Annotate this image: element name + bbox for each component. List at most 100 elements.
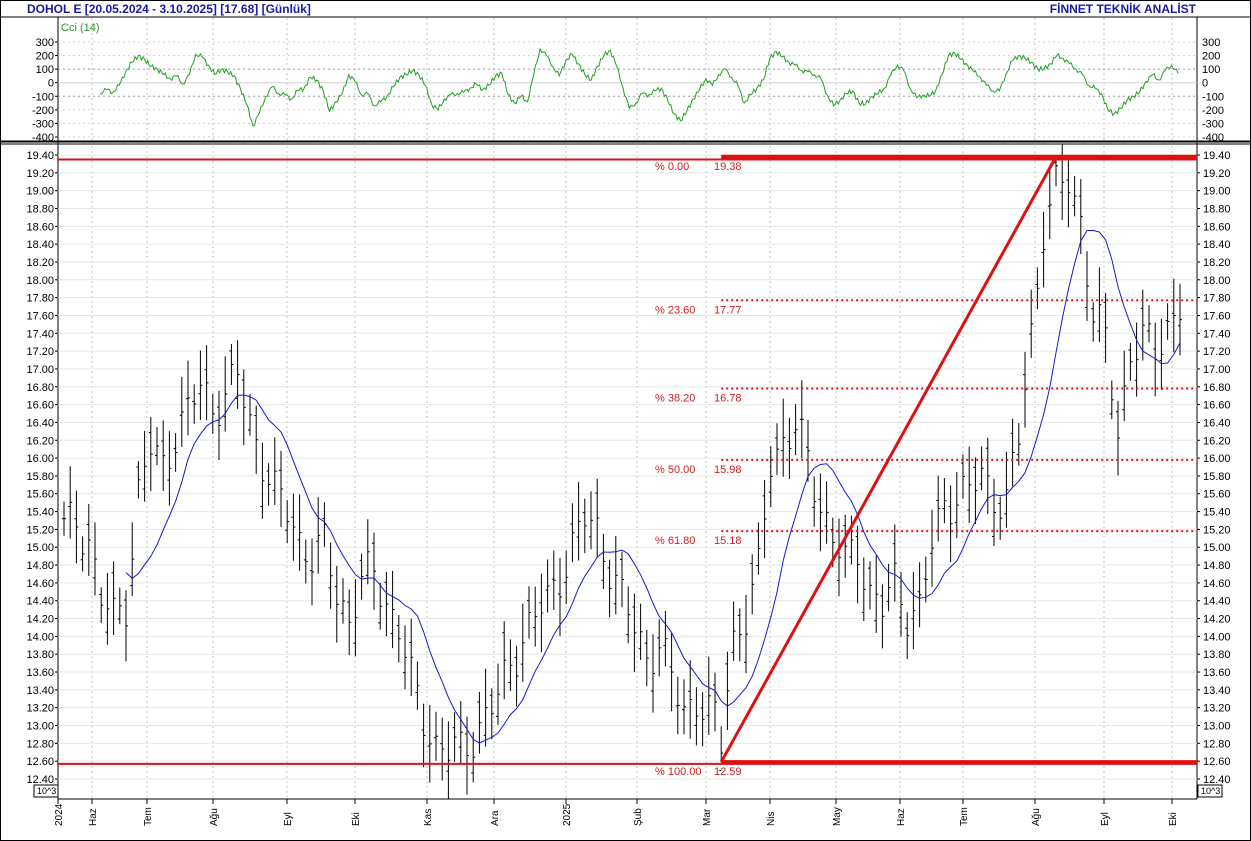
ohlc-bar — [452, 712, 457, 762]
cci-y-tick-left: 300 — [36, 37, 54, 49]
price-y-tick-right: 15.60 — [1203, 489, 1231, 501]
ohlc-bar — [737, 608, 742, 662]
price-y-tick-left: 14.00 — [26, 631, 54, 643]
ohlc-bar — [1140, 289, 1145, 361]
ohlc-bar — [880, 584, 885, 649]
ohlc-bar — [310, 538, 314, 606]
ohlc-bar — [291, 493, 296, 561]
ohlc-bar — [1010, 418, 1015, 487]
ohlc-bar — [824, 481, 829, 544]
price-y-tick-left: 15.20 — [26, 524, 54, 536]
ohlc-bar — [297, 494, 302, 571]
ohlc-bar — [365, 519, 370, 585]
x-tick-label: Şub — [633, 808, 644, 826]
ohlc-bar — [427, 705, 432, 783]
ohlc-bar — [1109, 380, 1114, 420]
cci-y-tick-left: -200 — [32, 105, 54, 117]
x-tick-label: Haz — [88, 808, 99, 826]
ohlc-bar — [396, 614, 401, 663]
ohlc-bar — [465, 716, 469, 795]
price-y-tick-right: 13.00 — [1203, 721, 1231, 733]
fibonacci-value-label: 12.59 — [714, 766, 742, 778]
price-y-tick-left: 18.20 — [26, 257, 54, 269]
ohlc-bar — [651, 634, 655, 713]
unit-box — [33, 784, 59, 798]
ohlc-bar — [1171, 278, 1176, 353]
ohlc-bar — [223, 356, 228, 432]
price-y-tick-right: 16.20 — [1203, 435, 1231, 447]
ohlc-bar — [353, 579, 358, 657]
price-y-tick-left: 17.40 — [26, 328, 54, 340]
cci-y-tick-left: -300 — [32, 118, 54, 130]
ohlc-bar — [483, 668, 488, 747]
price-y-tick-left: 14.80 — [26, 560, 54, 572]
unit-label: 10^3 — [37, 786, 56, 796]
price-y-tick-left: 13.40 — [26, 685, 54, 697]
ohlc-bar — [533, 586, 538, 647]
ohlc-bar — [558, 557, 562, 637]
ohlc-bar — [601, 534, 606, 590]
price-y-tick-left: 19.20 — [26, 168, 54, 180]
price-y-tick-left: 14.20 — [26, 614, 54, 626]
x-tick-label: Tem — [143, 807, 154, 826]
ohlc-bar — [874, 555, 879, 633]
ohlc-bar — [117, 587, 122, 625]
ohlc-bar — [124, 590, 128, 662]
price-y-tick-right: 14.60 — [1203, 578, 1231, 590]
ohlc-bar — [545, 559, 550, 613]
ohlc-bar — [1004, 451, 1009, 528]
ohlc-bar — [192, 384, 197, 424]
price-y-tick-left: 16.40 — [26, 417, 54, 429]
ohlc-bar — [142, 430, 147, 502]
ohlc-bar — [303, 539, 308, 584]
ohlc-bar — [998, 496, 1003, 540]
ohlc-bar — [917, 562, 922, 628]
ohlc-bar — [217, 390, 221, 461]
ohlc-bar — [384, 571, 389, 637]
ohlc-bar — [911, 572, 916, 650]
ohlc-bar — [334, 565, 339, 643]
fibonacci-pct-label: % 50.00 — [655, 464, 695, 476]
price-y-tick-left: 16.60 — [26, 400, 54, 412]
moving-average-line — [125, 229, 1181, 744]
ohlc-bar — [979, 446, 984, 491]
price-y-tick-left: 16.20 — [26, 435, 54, 447]
ohlc-bar — [502, 621, 507, 700]
ohlc-bar — [638, 603, 643, 660]
price-y-tick-left: 15.60 — [26, 489, 54, 501]
cci-y-tick-right: -300 — [1202, 118, 1224, 130]
ohlc-bar — [173, 433, 178, 472]
price-y-tick-left: 12.60 — [26, 756, 54, 768]
ohlc-bar — [155, 426, 159, 465]
ohlc-bar — [148, 417, 153, 492]
price-y-tick-left: 12.40 — [26, 774, 54, 786]
cci-y-tick-left: 200 — [36, 51, 54, 63]
ohlc-bar — [198, 350, 203, 421]
ohlc-bar — [861, 557, 866, 622]
ohlc-bar — [1016, 422, 1021, 466]
cci-y-tick-right: 300 — [1202, 37, 1220, 49]
price-y-tick-right: 19.40 — [1203, 150, 1231, 162]
ohlc-bar — [756, 522, 761, 575]
price-y-tick-left: 14.60 — [26, 578, 54, 590]
chart-header-symbol: DOHOL E [20.05.2024 - 3.10.2025] [17.68]… — [27, 2, 311, 16]
ohlc-bar — [868, 561, 872, 610]
ohlc-bar — [186, 360, 190, 436]
ohlc-bar — [719, 726, 724, 771]
price-y-tick-left: 19.00 — [26, 186, 54, 198]
ohlc-bar — [613, 536, 618, 615]
ohlc-bar — [806, 419, 810, 482]
ohlc-bar — [942, 478, 947, 524]
price-y-tick-left: 13.20 — [26, 703, 54, 715]
ohlc-bar — [272, 437, 277, 506]
ohlc-bar — [1103, 292, 1108, 363]
ohlc-bar — [347, 589, 352, 656]
ohlc-bar — [706, 656, 711, 735]
ohlc-bar — [576, 482, 581, 561]
x-tick-label: Nis — [766, 812, 777, 826]
price-y-tick-right: 16.00 — [1203, 453, 1231, 465]
ohlc-bar — [99, 587, 104, 624]
ohlc-bar — [1041, 211, 1046, 288]
x-tick-label: Eyl — [1100, 812, 1111, 826]
ohlc-bar — [725, 651, 730, 730]
